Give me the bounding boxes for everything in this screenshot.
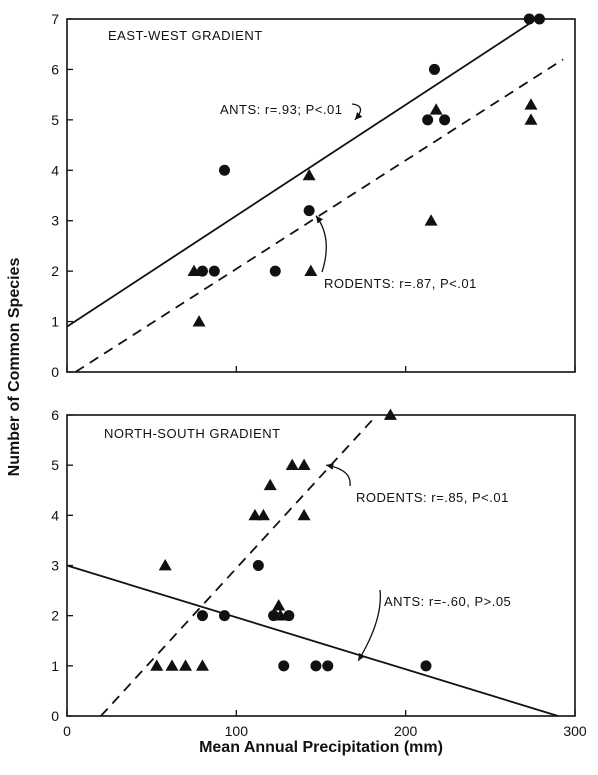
- rodents-point: [285, 458, 299, 471]
- rodents-point: [256, 508, 270, 521]
- y-tick-label: 5: [51, 457, 59, 473]
- ants-point: [278, 660, 290, 672]
- y-tick-label: 6: [51, 407, 59, 423]
- ants-point: [422, 114, 434, 126]
- rodents-point: [179, 659, 193, 671]
- ants-point: [196, 265, 208, 277]
- ants-point: [208, 265, 220, 277]
- ants-point: [283, 610, 295, 622]
- y-tick-label: 6: [51, 61, 59, 77]
- annotation-arrow: [315, 215, 327, 273]
- rodents-point: [524, 113, 538, 125]
- panel-2: 0 1 2 3 4 5 6 0 100 200 300 NORTH-SOUTH GRADIENT ROD…: [51, 407, 587, 739]
- rodents-point: [304, 264, 318, 277]
- rodents-point: [524, 98, 538, 110]
- y-tick-label: 2: [51, 608, 59, 624]
- rodents-point: [158, 559, 172, 571]
- ants-fit-line: [66, 20, 534, 328]
- rodents-point: [195, 659, 209, 671]
- y-axis-title: Number of Common Species: [6, 258, 23, 477]
- rodents-point: [192, 315, 206, 327]
- annotation-label: RODENTS: r=.87, P<.01: [324, 276, 477, 291]
- annotation-arrowhead: [354, 112, 363, 120]
- ants-point: [439, 114, 451, 126]
- panel-1: 0 1 2 3 4 5 6 7 EAST-WEST GRADIENT ANTS: r=.93; P…: [51, 11, 576, 380]
- ants-point: [310, 660, 322, 672]
- rodents-fit-line: [74, 58, 564, 373]
- ants-point: [269, 265, 281, 277]
- y-tick-label: 3: [51, 558, 59, 574]
- annotation-arrowhead: [358, 652, 365, 661]
- rodents-point: [383, 408, 397, 420]
- rodents-point: [263, 478, 277, 491]
- rodents-point: [272, 599, 286, 611]
- x-tick-label: 0: [63, 723, 71, 739]
- y-tick-label: 1: [51, 314, 59, 330]
- rodents-point: [424, 214, 438, 226]
- ants-fit-line: [66, 564, 559, 717]
- y-tick-label: 1: [51, 658, 59, 674]
- x-tick-label: 100: [225, 723, 249, 739]
- y-tick-label: 4: [51, 507, 59, 523]
- ants-point: [428, 63, 440, 75]
- annotation-arrowhead: [315, 215, 324, 224]
- rodents-point: [297, 508, 311, 521]
- y-tick-label: 2: [51, 263, 59, 279]
- rodents-point: [150, 659, 164, 671]
- y-tick-label: 4: [51, 162, 59, 178]
- plot-frame: [66, 18, 576, 373]
- ants-point: [420, 660, 432, 672]
- rodents-point: [248, 508, 262, 521]
- y-tick-label: 0: [51, 708, 59, 724]
- rodents-point: [187, 264, 201, 277]
- annotation-arrow: [325, 464, 351, 487]
- ants-point: [218, 610, 230, 622]
- x-tick-label: 300: [563, 723, 587, 739]
- annotation-label: ANTS: r=-.60, P>.05: [384, 594, 511, 609]
- annotation-arrowhead: [326, 462, 334, 470]
- ants-point: [196, 610, 208, 622]
- plot-frame: [66, 414, 576, 717]
- ants-point: [523, 13, 535, 25]
- ants-point: [322, 660, 334, 672]
- ants-point: [252, 560, 264, 571]
- y-tick-label: 3: [51, 213, 59, 229]
- rodents-fit-line: [100, 414, 378, 717]
- x-tick-label: 200: [394, 723, 418, 739]
- y-tick-label: 5: [51, 112, 59, 128]
- ants-point: [218, 164, 230, 176]
- rodents-point: [302, 168, 316, 181]
- annotation-label: ANTS: r=.93; P<.01: [220, 102, 342, 117]
- annotation-label: RODENTS: r=.85, P<.01: [356, 490, 509, 505]
- y-tick-label: 7: [51, 11, 59, 27]
- rodents-point: [273, 609, 287, 621]
- rodents-point: [165, 659, 179, 671]
- rodents-point: [429, 103, 443, 115]
- y-tick-label: 0: [51, 364, 59, 380]
- ants-point: [533, 13, 545, 25]
- ants-point: [303, 205, 315, 217]
- panel-title: EAST-WEST GRADIENT: [108, 28, 263, 43]
- annotation-arrow: [357, 589, 381, 662]
- rodents-point: [297, 458, 311, 471]
- x-axis-title: Mean Annual Precipitation (mm): [199, 739, 443, 756]
- panel-title: NORTH-SOUTH GRADIENT: [104, 426, 281, 441]
